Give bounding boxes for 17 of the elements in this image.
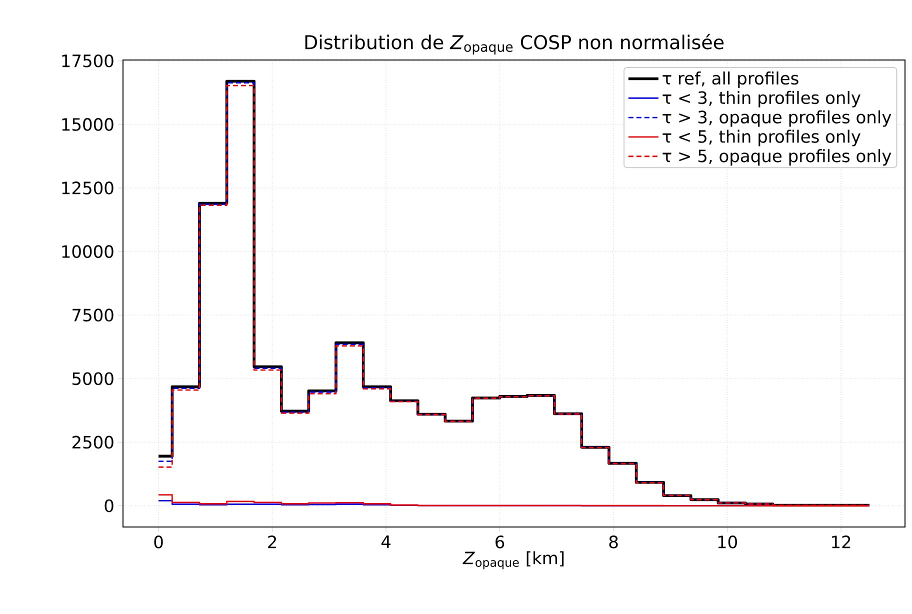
x-tick-label: 4 xyxy=(381,536,390,548)
y-tick-label: 2500 xyxy=(72,436,114,449)
chart-title: Distribution de Z$_{opaque}$ COSP non normalisée xyxy=(305,34,724,54)
y-tick-label: 5000 xyxy=(72,372,114,386)
y-tick-label: 7500 xyxy=(72,308,114,322)
x-tick-label: 10 xyxy=(718,536,737,548)
y-tick-label: 0 xyxy=(104,499,114,512)
x-tick-label: 2 xyxy=(268,536,276,548)
y-tick-label: 17500 xyxy=(62,54,114,68)
x-tick-label: 0 xyxy=(154,536,163,548)
x-tick-label: 8 xyxy=(609,536,618,548)
y-tick-label: 10000 xyxy=(62,245,114,258)
y-tick-label: 15000 xyxy=(62,118,114,131)
y-tick-label: 12500 xyxy=(62,182,114,194)
x-tick-label: 6 xyxy=(496,536,504,548)
x-axis-title: Z$_{opaque}$ [km] xyxy=(462,551,564,570)
x-tick-label: 12 xyxy=(832,536,850,548)
